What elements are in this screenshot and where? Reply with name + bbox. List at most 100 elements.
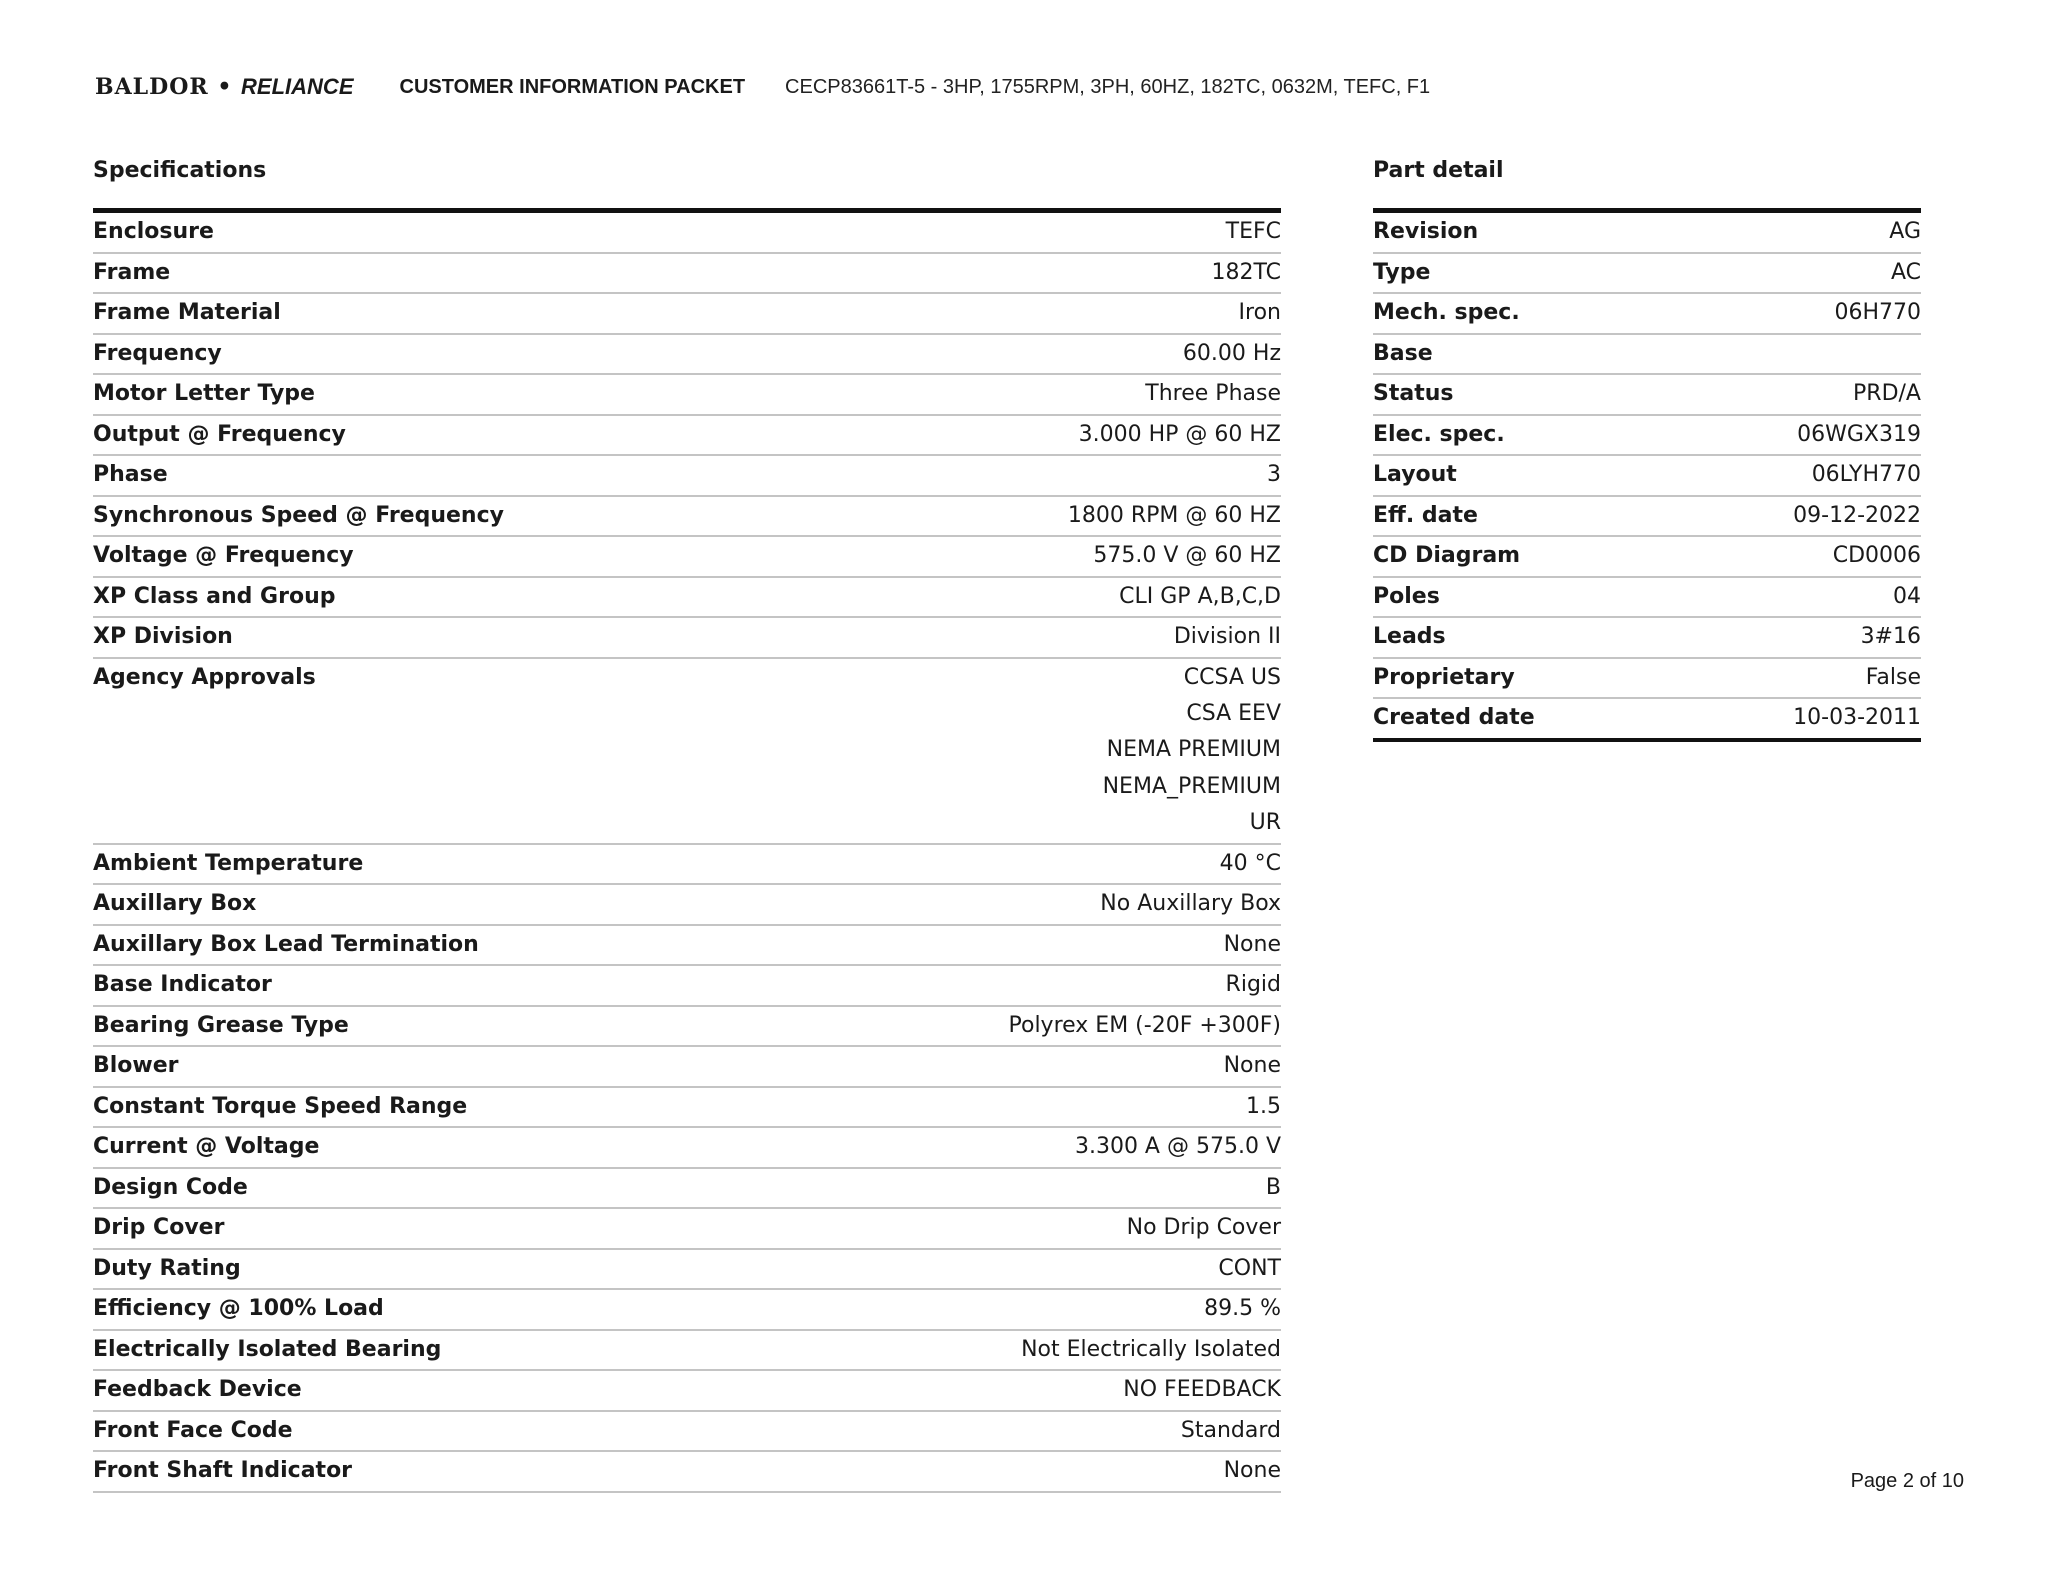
row-label: Front Face Code bbox=[93, 1417, 293, 1443]
row-value: CD0006 bbox=[1833, 542, 1921, 570]
row-label: Design Code bbox=[93, 1174, 248, 1200]
value-line: Polyrex EM (-20F +300F) bbox=[1008, 1012, 1282, 1038]
section-title: Specifications bbox=[93, 158, 267, 183]
row-value: 06LYH770 bbox=[1812, 461, 1921, 489]
page-number: Page 2 of 10 bbox=[1850, 1470, 1964, 1492]
row-label: Proprietary bbox=[1373, 664, 1515, 690]
value-line: NEMA_PREMIUM bbox=[1102, 773, 1281, 799]
row-label: Auxillary Box bbox=[93, 891, 257, 917]
table-row: Duty Rating CONT bbox=[93, 1250, 1281, 1291]
value-line: 09-12-2022 bbox=[1793, 502, 1921, 528]
value-line: 60.00 Hz bbox=[1182, 340, 1281, 366]
row-label: Frequency bbox=[93, 340, 222, 366]
row-label: Frame bbox=[93, 259, 171, 285]
row-value: None bbox=[1224, 1052, 1281, 1080]
row-label: Agency Approvals bbox=[93, 664, 316, 690]
table-row: CD Diagram CD0006 bbox=[1373, 537, 1921, 578]
value-line: Three Phase bbox=[1145, 381, 1281, 406]
value-line: None bbox=[1223, 1053, 1281, 1079]
row-label: Revision bbox=[1373, 219, 1479, 244]
section-title: Part detail bbox=[1373, 158, 1504, 183]
row-value: 10-03-2011 bbox=[1793, 704, 1921, 732]
table-row: Electrically Isolated Bearing Not Electri… bbox=[93, 1331, 1281, 1372]
table-row: Agency Approvals CCSA US CSA EEV NEMA PREMI… bbox=[93, 659, 1281, 845]
value-line: 06H770 bbox=[1834, 300, 1921, 325]
row-value: 06H770 bbox=[1834, 299, 1921, 327]
value-line: CSA EEV bbox=[1186, 700, 1281, 726]
document-title: CUSTOMER INFORMATION PACKET bbox=[399, 75, 746, 98]
row-label: Poles bbox=[1373, 583, 1440, 609]
value-line: False bbox=[1865, 664, 1921, 690]
row-label: Duty Rating bbox=[93, 1255, 241, 1281]
row-value: 40 °C bbox=[1220, 850, 1281, 878]
value-line: NO FEEDBACK bbox=[1123, 1377, 1281, 1403]
value-line: UR bbox=[1249, 810, 1281, 836]
part-detail-table: Revision AG Type AC Mech. spec. 06H770 Base Sta… bbox=[1373, 208, 1921, 742]
table-row: Synchronous Speed @ Frequency 1800 RPM @ … bbox=[93, 497, 1281, 537]
table-row: Bearing Grease Type Polyrex EM (-20F +300… bbox=[93, 1007, 1281, 1048]
table-row: Frequency 60.00 Hz bbox=[93, 335, 1281, 375]
row-label: CD Diagram bbox=[1373, 543, 1521, 568]
value-line: 3.000 HP @ 60 HZ bbox=[1078, 421, 1281, 447]
row-value: 89.5 % bbox=[1204, 1295, 1281, 1323]
value-line: 06LYH770 bbox=[1811, 462, 1921, 487]
value-line: 1.5 bbox=[1246, 1093, 1281, 1119]
table-row: Type AC bbox=[1373, 254, 1921, 294]
table-row: Frame Material Iron bbox=[93, 294, 1281, 335]
value-line: No Drip Cover bbox=[1126, 1215, 1281, 1241]
table-row: Elec. spec. 06WGX319 bbox=[1373, 416, 1921, 456]
value-line: 40 °C bbox=[1219, 850, 1281, 876]
row-label: XP Division bbox=[93, 624, 233, 649]
row-value: 3.300 A @ 575.0 V bbox=[1075, 1133, 1281, 1161]
row-value: 3 bbox=[1267, 461, 1281, 489]
row-label: Created date bbox=[1373, 705, 1535, 730]
table-row: Frame 182TC bbox=[93, 254, 1281, 294]
row-value: Iron bbox=[1239, 299, 1281, 327]
row-label: Layout bbox=[1373, 462, 1457, 487]
table-row: Created date 10-03-2011 bbox=[1373, 699, 1921, 738]
row-label: Efficiency @ 100% Load bbox=[93, 1296, 384, 1322]
row-value: 575.0 V @ 60 HZ bbox=[1093, 542, 1281, 570]
row-label: Ambient Temperature bbox=[93, 850, 364, 876]
brand-logo: BALDOR • RELIANCE bbox=[95, 74, 354, 100]
table-row: Auxillary Box Lead Termination None bbox=[93, 926, 1281, 967]
value-line: 3#16 bbox=[1860, 624, 1921, 649]
row-label: Bearing Grease Type bbox=[93, 1012, 349, 1038]
row-label: Motor Letter Type bbox=[93, 381, 315, 406]
row-value: 3#16 bbox=[1861, 623, 1921, 651]
table-row: Mech. spec. 06H770 bbox=[1373, 294, 1921, 335]
table-row: Feedback Device NO FEEDBACK bbox=[93, 1371, 1281, 1412]
value-line: 04 bbox=[1893, 583, 1921, 609]
value-line: None bbox=[1223, 1458, 1281, 1484]
row-label: Phase bbox=[93, 462, 168, 487]
table-row: Output @ Frequency 3.000 HP @ 60 HZ bbox=[93, 416, 1281, 456]
table-row: Constant Torque Speed Range 1.5 bbox=[93, 1088, 1281, 1129]
row-value: Division II bbox=[1174, 623, 1281, 651]
row-label: Enclosure bbox=[93, 219, 214, 244]
row-value: Rigid bbox=[1226, 971, 1281, 999]
row-value: CCSA US CSA EEV NEMA PREMIUM NEMA_PREMIUM UR bbox=[1103, 664, 1281, 837]
table-row: Phase 3 bbox=[93, 456, 1281, 497]
row-label: Front Shaft Indicator bbox=[93, 1458, 353, 1484]
value-line: PRD/A bbox=[1853, 381, 1921, 406]
value-line: CLI GP A,B,C,D bbox=[1119, 583, 1281, 609]
table-row: Voltage @ Frequency 575.0 V @ 60 HZ bbox=[93, 537, 1281, 578]
table-row: Drip Cover No Drip Cover bbox=[93, 1209, 1281, 1250]
row-value: 1800 RPM @ 60 HZ bbox=[1068, 502, 1281, 530]
value-line: 1800 RPM @ 60 HZ bbox=[1067, 502, 1281, 528]
table-row: Layout 06LYH770 bbox=[1373, 456, 1921, 497]
table-row: Design Code B bbox=[93, 1169, 1281, 1210]
table-row: Ambient Temperature 40 °C bbox=[93, 845, 1281, 886]
value-line: None bbox=[1223, 931, 1281, 957]
value-line: 182TC bbox=[1211, 259, 1281, 285]
row-value: 182TC bbox=[1211, 259, 1281, 287]
row-value: NO FEEDBACK bbox=[1123, 1376, 1281, 1404]
row-label: Voltage @ Frequency bbox=[93, 543, 354, 568]
table-row: Revision AG bbox=[1373, 213, 1921, 254]
row-value: Polyrex EM (-20F +300F) bbox=[1009, 1012, 1282, 1040]
value-line: Iron bbox=[1238, 300, 1281, 325]
value-line: CONT bbox=[1218, 1255, 1281, 1281]
value-line: NEMA PREMIUM bbox=[1106, 737, 1281, 763]
row-label: Base bbox=[1373, 340, 1433, 366]
row-value: Standard bbox=[1181, 1417, 1281, 1445]
